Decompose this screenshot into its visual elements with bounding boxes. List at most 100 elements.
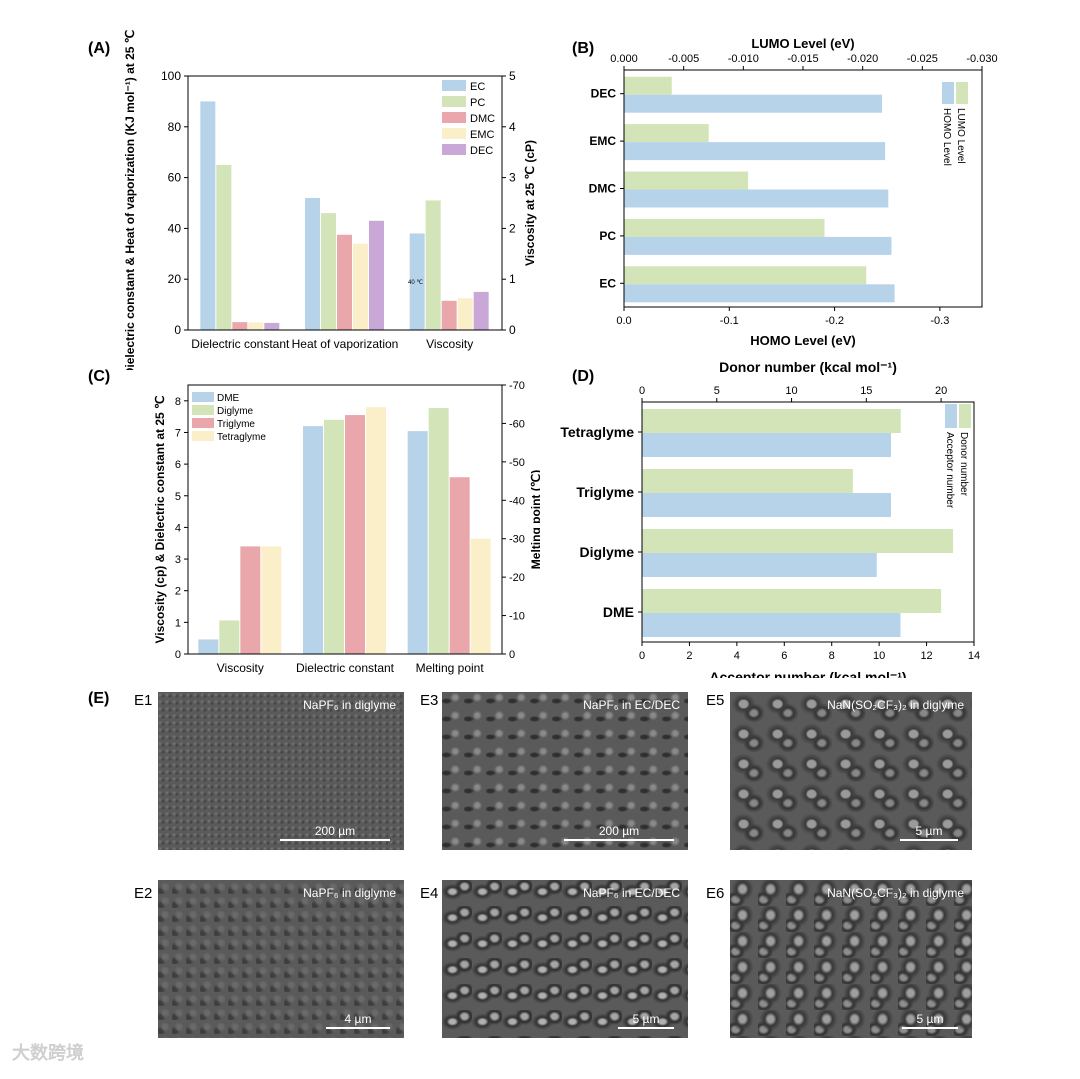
sem-label-e2: E2	[134, 885, 153, 902]
panel-label-a: (A)	[88, 40, 111, 57]
legend-swatch-c-tetraglyme	[192, 431, 214, 441]
legend-swatch-d-acceptor	[945, 404, 957, 428]
bar-b-lumo-dmc	[624, 171, 749, 190]
x2tick-label-b: -0.015	[787, 53, 818, 65]
ytick-label-a: 40	[168, 221, 182, 235]
scale-bar-line	[618, 1027, 674, 1029]
y2tick-label-c: -10	[509, 611, 525, 623]
scale-bar-line	[900, 839, 958, 841]
category-label-c: Dielectric constant	[296, 661, 395, 675]
x2tick-label-b: 0.000	[610, 53, 638, 65]
legend-swatch-a-pc	[442, 96, 466, 107]
ytick-label-c: 7	[175, 427, 181, 439]
legend-label-a-dec: DEC	[470, 145, 493, 157]
xlabel-b: HOMO Level (eV)	[750, 333, 855, 348]
sem-title: NaN(SO₂CF₃)₂ in diglyme	[827, 886, 964, 900]
legend-label-a-ec: EC	[470, 81, 485, 93]
xtick-label-d: 14	[968, 650, 980, 662]
bar-c-triglyme-2	[449, 477, 470, 654]
category-label-a: Heat of vaporization	[292, 337, 399, 351]
bar-c-tetraglyme-2	[470, 538, 491, 654]
xtick-label-b: 0.0	[616, 315, 631, 327]
x2tick-label-b: -0.025	[907, 53, 938, 65]
category-label-a: Viscosity	[426, 337, 473, 351]
y2tick-label-a: 3	[509, 171, 516, 185]
category-label-b: DMC	[589, 182, 617, 196]
scale-bar-line	[280, 839, 390, 841]
sem-title: NaPF₆ in diglyme	[303, 886, 396, 900]
bar-c-dme-2	[407, 431, 428, 654]
bar-b-lumo-pc	[624, 218, 825, 237]
y2tick-label-c: -70	[509, 380, 525, 392]
y2tick-label-c: 0	[509, 649, 515, 661]
bar-b-lumo-ec	[624, 266, 867, 285]
scale-bar: 200 µm	[280, 824, 390, 841]
legend-swatch-c-triglyme	[192, 418, 214, 428]
bar-a-emc-0	[248, 322, 264, 330]
bar-d-donor-diglyme	[642, 529, 954, 553]
legend-label-d-donor: Donor number	[958, 432, 969, 497]
x2tick-label-b: -0.030	[966, 53, 997, 65]
bar-c-tetraglyme-1	[366, 407, 386, 654]
bar-b-homo-dmc	[624, 189, 889, 208]
bar-b-homo-dec	[624, 94, 882, 113]
legend-swatch-b-homo	[942, 82, 954, 104]
scale-bar-line	[326, 1027, 390, 1029]
bar-c-tetraglyme-0	[261, 546, 282, 654]
category-label-d: Tetraglyme	[560, 424, 634, 440]
sem-image-e2: NaPF₆ in diglyme 4 µm	[158, 880, 404, 1038]
sem-title: NaPF₆ in EC/DEC	[583, 698, 680, 712]
ylabel-c: Viscosity (cp) & Dielectric constant at …	[153, 395, 167, 643]
sem-title: NaN(SO₂CF₃)₂ in diglyme	[827, 698, 964, 712]
legend-swatch-a-ec	[442, 80, 466, 91]
category-label-c: Viscosity	[217, 661, 264, 675]
ytick-label-c: 2	[175, 586, 181, 598]
sem-image-e6: NaN(SO₂CF₃)₂ in diglyme 5 µm	[730, 880, 972, 1038]
xtick-label-b: -0.2	[825, 315, 844, 327]
sem-image-e3: NaPF₆ in EC/DEC 200 µm	[442, 692, 688, 850]
bar-c-diglyme-0	[219, 620, 240, 654]
x2tick-label-d: 5	[714, 385, 720, 397]
panel-label-b: (B)	[572, 40, 595, 57]
legend-swatch-d-donor	[959, 404, 971, 428]
ytick-label-a: 0	[174, 323, 181, 337]
bar-a-pc-1	[321, 213, 336, 330]
bar-a-ec-2	[409, 233, 425, 330]
xtick-label-d: 2	[686, 650, 692, 662]
ylabel-a: Dielectric constant & Heat of vaporizati…	[123, 30, 137, 370]
xlabel-d: Acceptor number (kcal mol⁻¹)	[709, 669, 906, 678]
sem-label-e3: E3	[420, 692, 439, 709]
legend-label-c-dme: DME	[217, 393, 240, 404]
legend-label-b-lumo: LUMO Level	[955, 108, 966, 164]
xtick-label-d: 12	[920, 650, 932, 662]
y2label-a: Viscosity at 25 ℃ (cP)	[523, 140, 537, 266]
x2tick-label-d: 20	[935, 385, 947, 397]
x2tick-label-d: 10	[785, 385, 797, 397]
y2tick-label-c: -60	[509, 418, 525, 430]
legend-swatch-a-emc	[442, 128, 466, 139]
panel-label-e: (E)	[88, 690, 110, 707]
ytick-label-c: 5	[175, 491, 181, 503]
x2tick-label-b: -0.010	[728, 53, 759, 65]
bar-d-acceptor-tetraglyme	[642, 433, 891, 457]
plot-frame-d	[641, 401, 975, 643]
y2tick-label-a: 5	[509, 69, 516, 83]
watermark: 大数跨境	[12, 1043, 84, 1063]
bar-d-acceptor-diglyme	[642, 553, 877, 577]
scale-bar-label: 5 µm	[632, 1012, 660, 1026]
sem-image-e4: NaPF₆ in EC/DEC 5 µm	[442, 880, 688, 1038]
xtick-label-d: 4	[734, 650, 740, 662]
bar-a-emc-2	[457, 298, 473, 330]
xtick-label-b: -0.3	[930, 315, 949, 327]
bar-b-lumo-dec	[624, 76, 672, 95]
bar-c-dme-0	[198, 639, 219, 654]
scale-bar-label: 5 µm	[915, 824, 943, 838]
legend-swatch-c-dme	[192, 392, 214, 402]
scale-bar-label: 200 µm	[314, 824, 356, 838]
scale-bar: 5 µm	[902, 1012, 958, 1029]
y2tick-label-a: 1	[509, 272, 516, 286]
bar-d-donor-tetraglyme	[642, 409, 901, 433]
category-label-b: EC	[599, 276, 616, 290]
legend-label-c-tetraglyme: Tetraglyme	[217, 432, 266, 443]
bar-a-ec-0	[200, 101, 216, 331]
